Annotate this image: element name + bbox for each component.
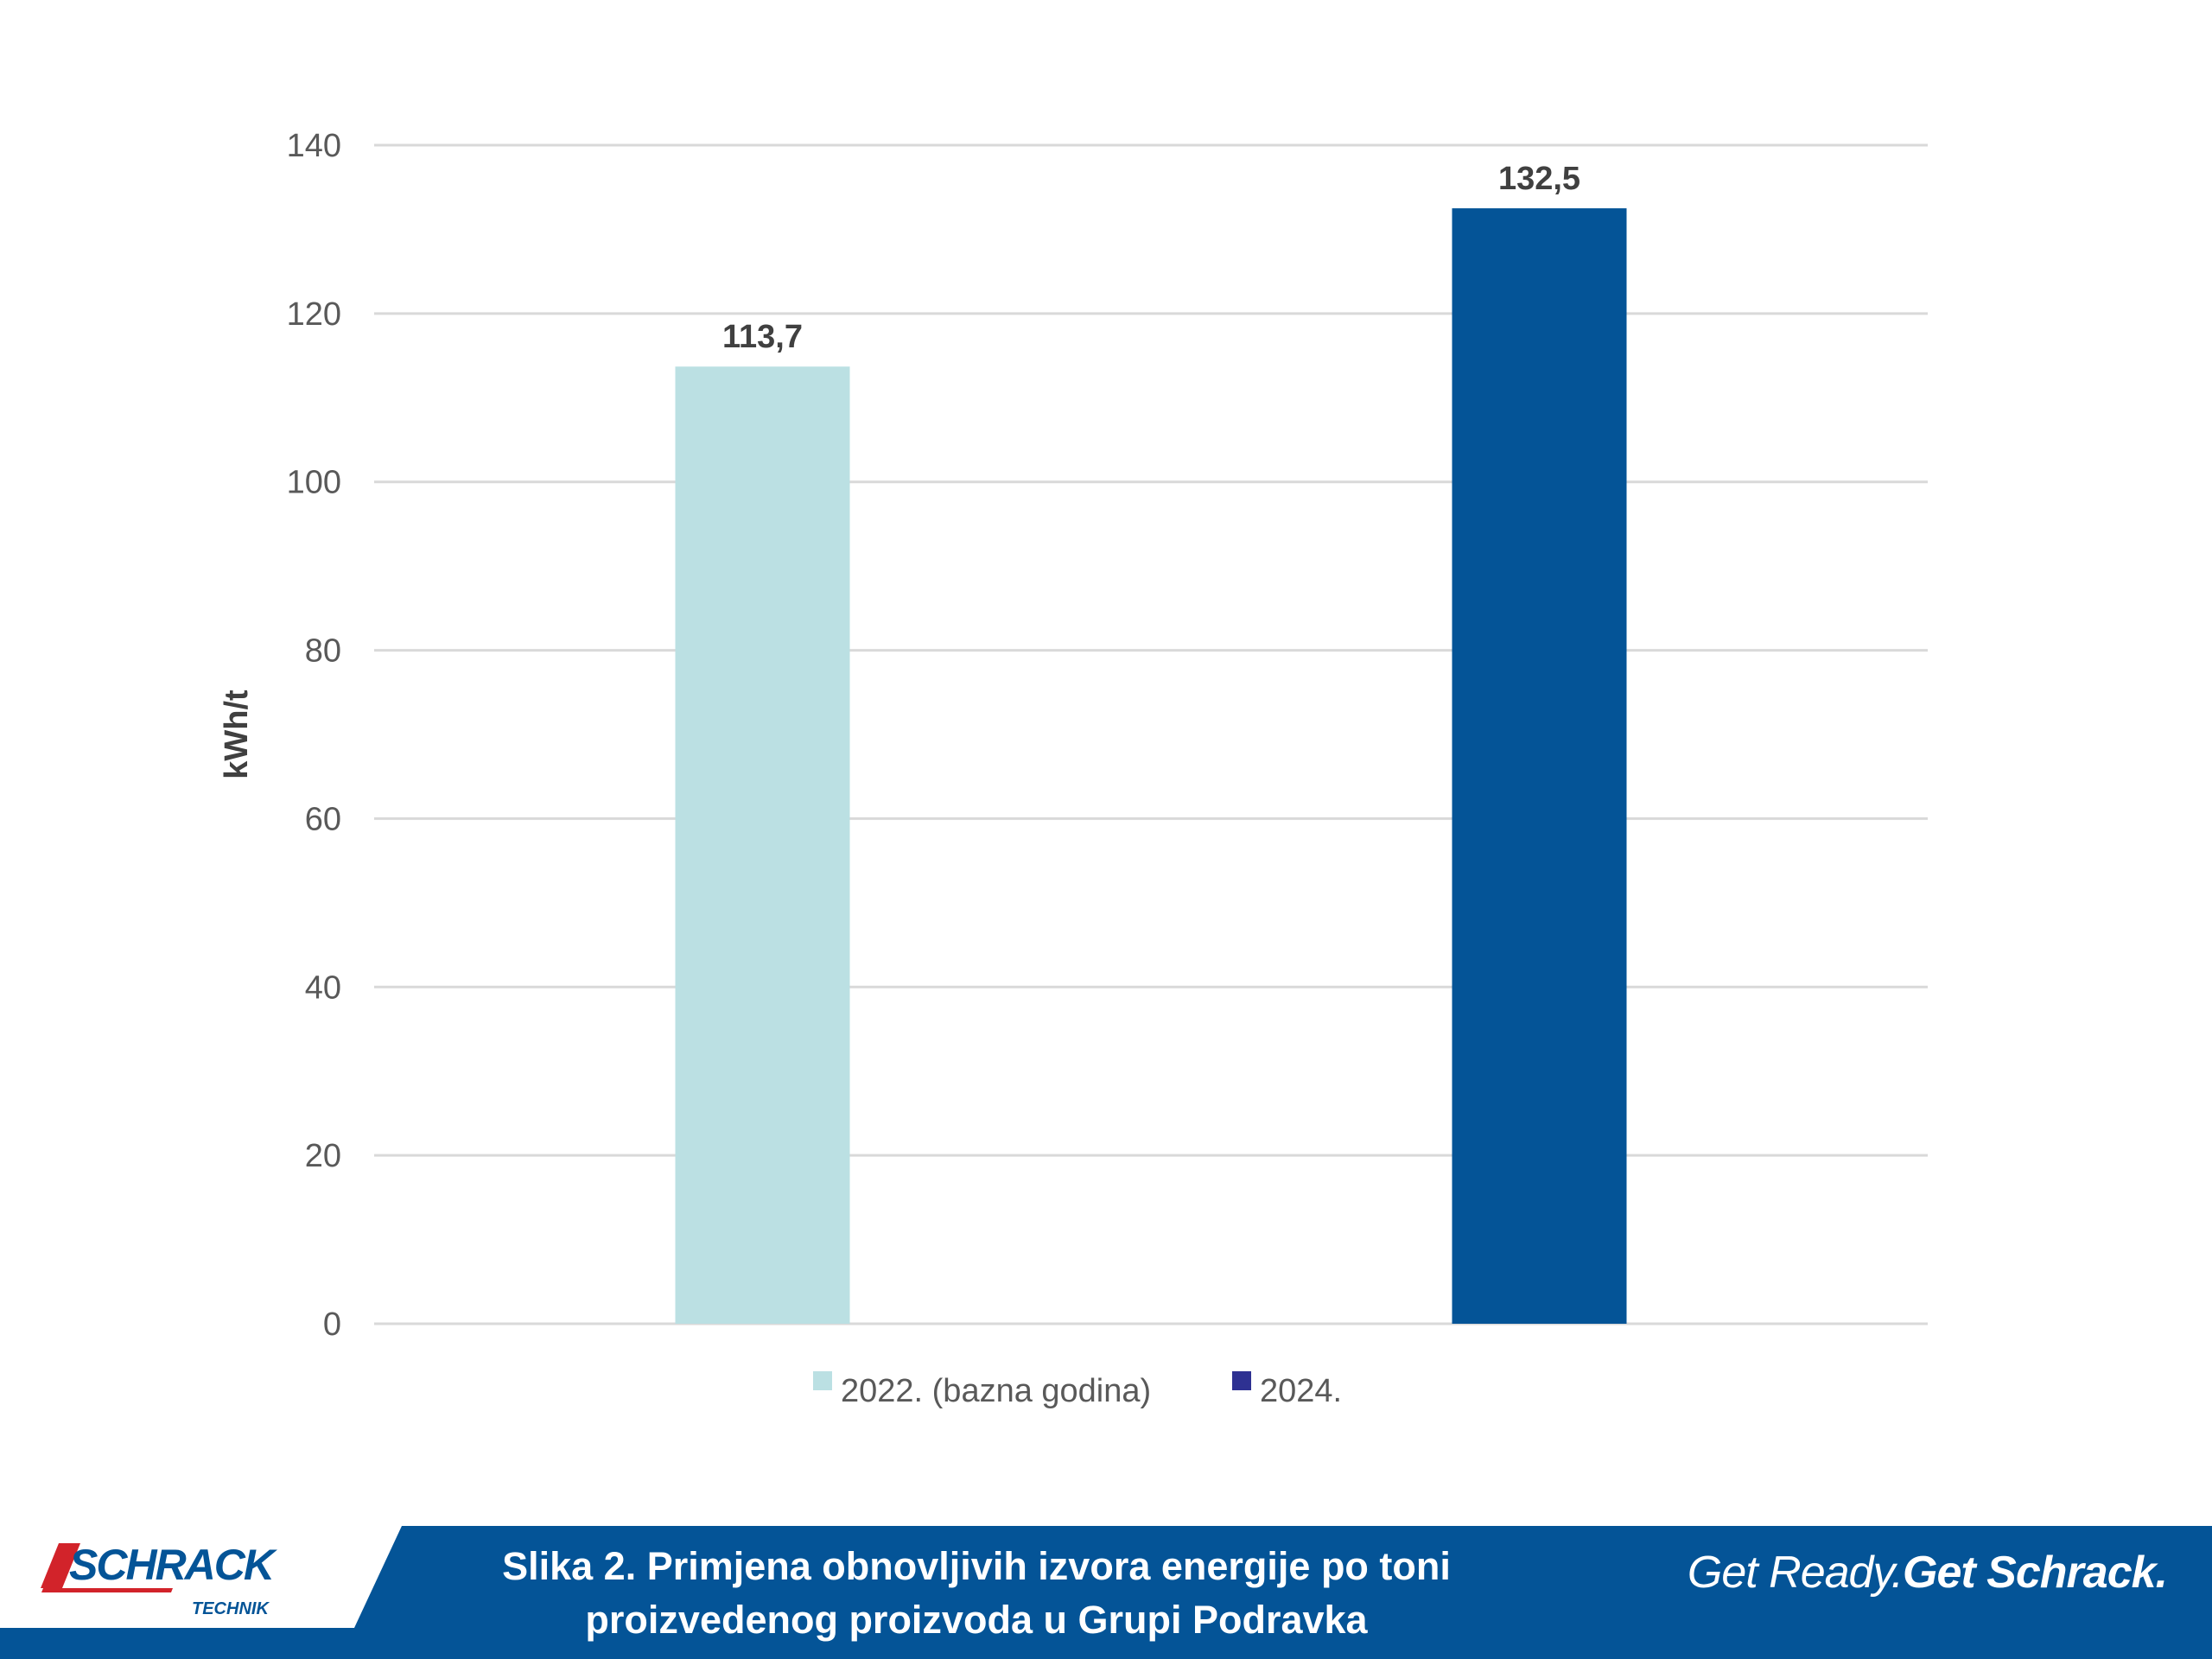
tagline-bold: Get Schrack. [1903,1548,2168,1598]
y-tick-label: 40 [305,969,341,1006]
data-labels: 113,7 132,5 [722,161,1580,355]
legend: 2022. (bazna godina) 2024. [813,1371,1342,1409]
bar [675,366,850,1324]
svg-text:TECHNIK: TECHNIK [192,1599,270,1618]
schrack-logo: SCHRACK TECHNIK [41,1541,280,1618]
y-tick-label: 0 [323,1306,341,1343]
figure-caption: Slika 2. Primjena obnovljivih izvora ene… [380,1540,1573,1647]
caption-line-2: proizvedenog proizvoda u Grupi Podravka [585,1598,1368,1642]
y-tick-label: 60 [305,801,341,837]
y-axis-label: kWh/t [219,690,255,779]
gridlines [374,143,1928,1325]
bar [1452,208,1627,1325]
data-label: 113,7 [722,319,803,355]
y-tick-label: 140 [287,128,341,164]
logo-panel [0,1526,402,1628]
caption-line-1: Slika 2. Primjena obnovljivih izvora ene… [502,1544,1451,1588]
y-tick-label: 120 [287,296,341,333]
y-tick-label: 100 [287,465,341,501]
legend-label: 2024. [1260,1373,1342,1409]
tagline: Get Ready.Get Schrack. [1687,1547,2168,1599]
legend-label: 2022. (bazna godina) [841,1373,1151,1409]
y-axis-ticks: 0 20 40 60 80 100 120 140 [287,128,341,1343]
legend-swatch [813,1371,832,1390]
data-label: 132,5 [1498,161,1580,197]
tagline-light: Get Ready. [1687,1548,1904,1598]
y-tick-label: 20 [305,1138,341,1174]
bars [675,208,1627,1325]
svg-text:SCHRACK: SCHRACK [69,1541,278,1589]
legend-swatch [1232,1371,1251,1390]
y-tick-label: 80 [305,633,341,670]
